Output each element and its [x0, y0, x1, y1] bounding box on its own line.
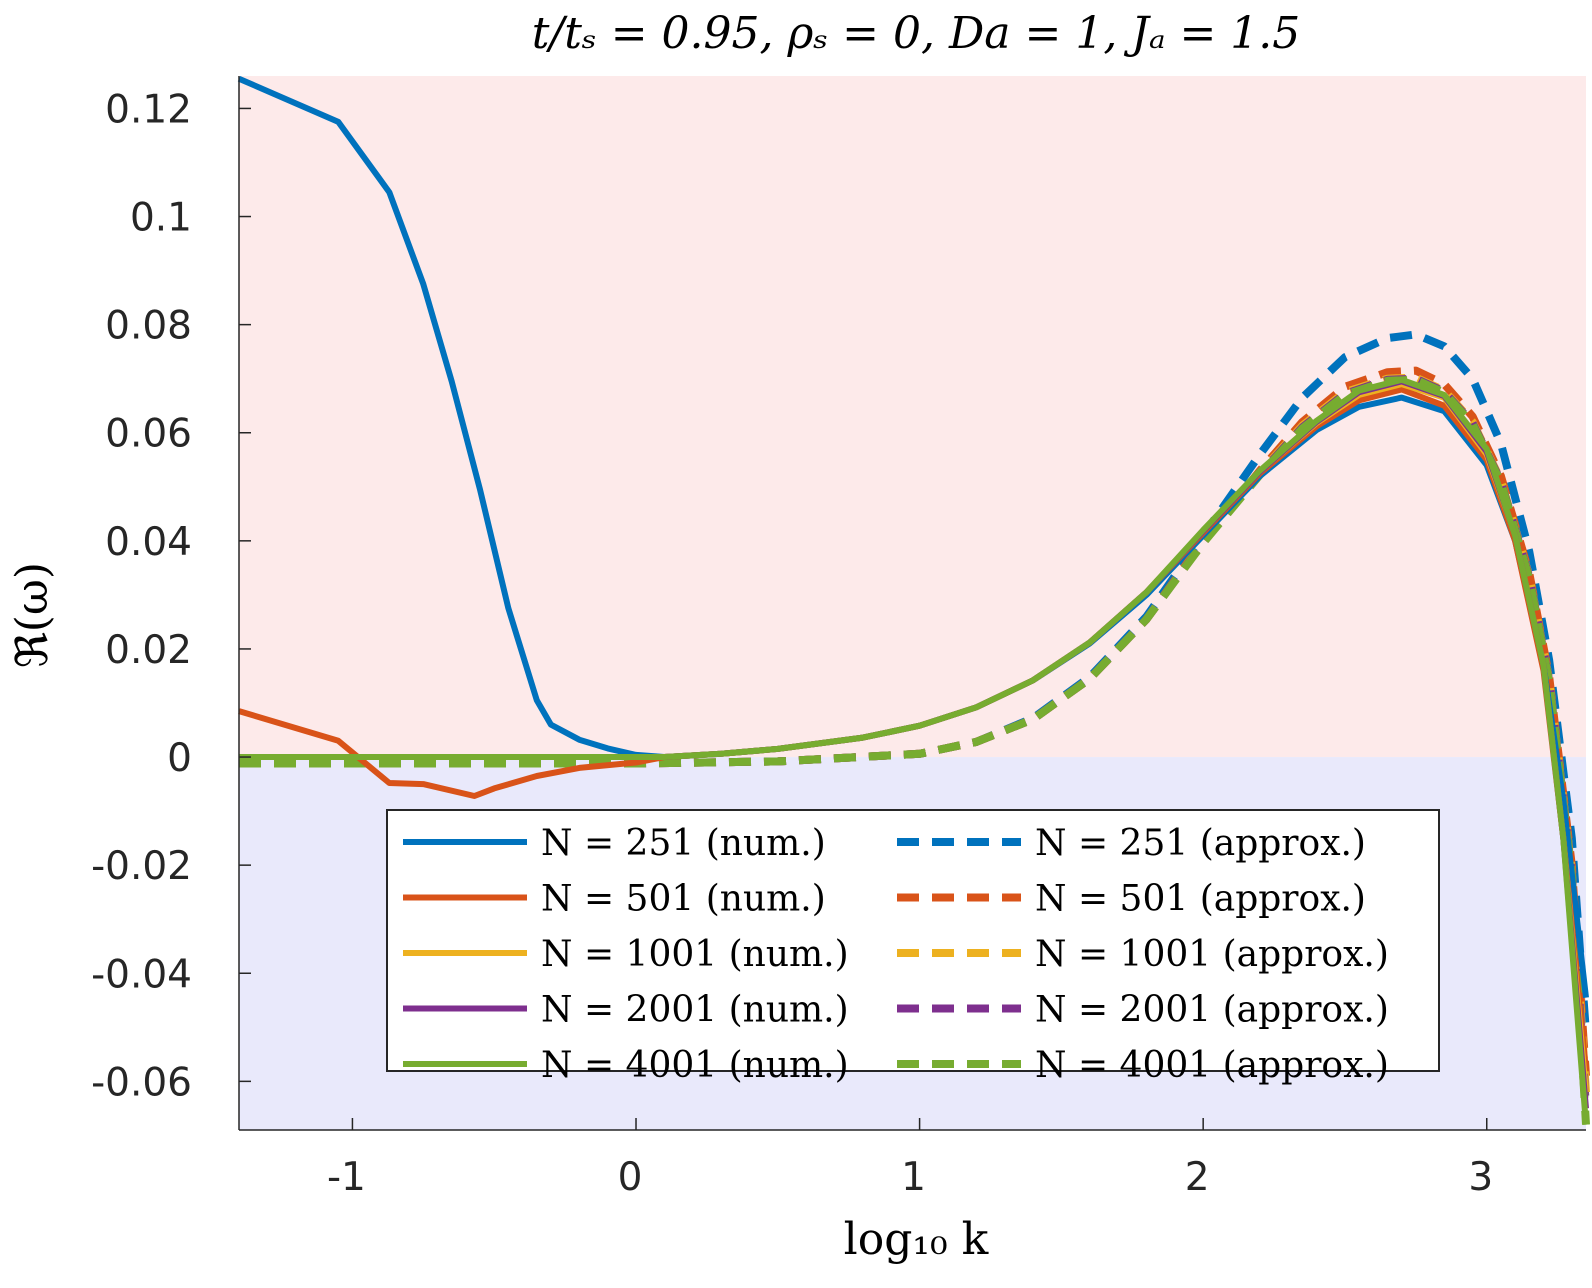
y-tick-label: -0.02 — [91, 844, 192, 889]
region-unstable — [239, 76, 1586, 758]
y-tick-label: -0.04 — [91, 952, 192, 997]
y-tick-label: 0.06 — [105, 412, 192, 457]
series-lines — [237, 75, 1590, 1125]
y-axis-label: ℜ(ω) — [7, 562, 58, 668]
y-tick-label: 0 — [167, 736, 192, 781]
x-tick-label: 2 — [1185, 1155, 1210, 1200]
legend-label: N = 501 (approx.) — [1035, 879, 1366, 920]
y-tick-label: 0.04 — [105, 520, 192, 565]
y-tick-label: 0.08 — [105, 304, 192, 349]
legend-box — [386, 809, 1440, 1072]
y-tick-label: 0.1 — [130, 196, 192, 241]
y-tick-label: 0.02 — [105, 628, 192, 673]
legend: N = 251 (num.) N = 501 (num.) N = 1001 (nu… — [386, 809, 1440, 1086]
legend-label: N = 1001 (num.) — [541, 934, 849, 975]
series-line-n-4001-num — [239, 376, 1589, 1125]
ticks: -1 0 1 2 3 -0.06 -0.04 -0.02 0 0.02 0.04 0.06 0.08 0.… — [91, 87, 1493, 1200]
legend-label: N = 251 (num.) — [541, 823, 826, 864]
x-tick-label: -1 — [327, 1155, 366, 1200]
x-tick-label: 1 — [901, 1155, 926, 1200]
chart-title: t/tₛ = 0.95, ρₛ = 0, Da = 1, Jₐ = 1.5 — [532, 8, 1301, 59]
y-tick-label: -0.06 — [91, 1060, 192, 1105]
legend-label: N = 251 (approx.) — [1035, 823, 1366, 864]
x-tick-label: 0 — [618, 1155, 643, 1200]
axes — [238, 76, 1586, 1131]
y-tick-label: 0.12 — [105, 87, 192, 132]
x-axis-label: log₁₀ k — [844, 1214, 989, 1265]
series-line-n-4001-approx — [239, 375, 1590, 1125]
legend-label: N = 4001 (num.) — [541, 1045, 849, 1086]
x-tick-label: 3 — [1468, 1155, 1493, 1200]
legend-label: N = 1001 (approx.) — [1035, 934, 1389, 975]
legend-label: N = 2001 (approx.) — [1035, 990, 1389, 1031]
legend-label: N = 501 (num.) — [541, 879, 826, 920]
legend-label: N = 2001 (num.) — [541, 990, 849, 1031]
legend-label: N = 4001 (approx.) — [1035, 1045, 1389, 1086]
